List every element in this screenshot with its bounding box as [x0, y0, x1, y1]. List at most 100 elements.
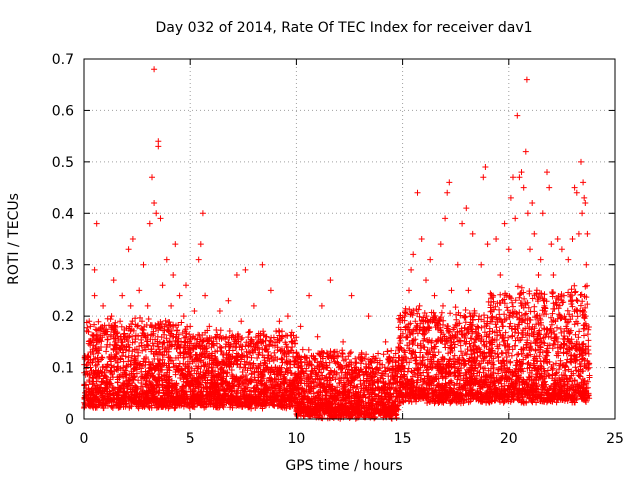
data-point	[109, 324, 116, 331]
data-point	[86, 402, 93, 409]
data-point	[122, 353, 129, 360]
data-point	[260, 398, 267, 405]
data-point	[112, 319, 119, 326]
data-point	[130, 370, 137, 377]
data-point	[224, 379, 230, 386]
data-point	[254, 339, 261, 346]
data-point	[279, 328, 285, 335]
data-point	[161, 372, 168, 379]
data-point	[112, 343, 119, 349]
data-point	[276, 386, 283, 392]
data-point	[151, 356, 158, 362]
data-point	[139, 326, 146, 333]
data-point	[250, 349, 256, 356]
data-point	[259, 346, 266, 353]
data-point	[266, 343, 272, 350]
data-point	[147, 364, 154, 371]
data-point	[220, 367, 227, 374]
data-point	[220, 380, 227, 387]
data-point	[257, 336, 264, 343]
data-point	[150, 342, 157, 349]
data-point	[249, 338, 255, 345]
data-point	[205, 365, 212, 371]
data-point	[193, 370, 200, 377]
data-point	[221, 390, 228, 397]
data-point	[271, 368, 278, 375]
data-point	[198, 381, 205, 388]
data-point	[339, 347, 346, 354]
data-point	[299, 346, 306, 353]
data-point	[271, 376, 278, 383]
data-point	[173, 380, 180, 387]
data-point	[248, 377, 255, 384]
data-point	[84, 371, 91, 378]
data-point	[91, 394, 98, 401]
data-point	[233, 389, 240, 396]
data-point	[88, 367, 95, 374]
data-point	[206, 360, 213, 367]
data-point	[114, 376, 121, 383]
data-point	[161, 399, 167, 406]
data-point	[438, 309, 445, 316]
data-point	[138, 325, 145, 332]
data-point	[139, 347, 146, 354]
data-point	[193, 363, 199, 370]
data-point	[241, 376, 248, 383]
data-point	[89, 380, 96, 387]
data-point	[245, 329, 252, 336]
data-point	[122, 347, 129, 353]
data-point	[130, 327, 137, 334]
data-point	[279, 356, 286, 363]
data-point	[260, 375, 267, 382]
data-point	[175, 335, 182, 342]
data-point	[284, 360, 291, 367]
data-point	[159, 399, 166, 406]
data-point	[112, 339, 118, 345]
data-point	[205, 337, 212, 343]
data-point	[103, 348, 110, 355]
data-point	[290, 384, 297, 391]
data-point	[153, 404, 160, 411]
data-point	[258, 380, 264, 387]
data-point	[148, 398, 154, 405]
data-point	[280, 371, 287, 378]
data-point	[229, 332, 236, 339]
data-point	[136, 403, 142, 410]
data-point	[119, 339, 126, 346]
data-point	[97, 384, 104, 391]
data-point	[274, 347, 281, 353]
data-point	[208, 376, 215, 383]
data-point	[172, 342, 178, 349]
data-point	[192, 391, 199, 398]
data-point	[133, 346, 140, 353]
data-point	[234, 377, 241, 384]
data-point	[263, 379, 270, 386]
data-point	[94, 375, 101, 381]
data-point	[96, 399, 103, 406]
data-point	[163, 362, 170, 369]
data-point	[284, 366, 291, 373]
data-point	[190, 342, 197, 349]
data-point	[124, 363, 130, 370]
data-point	[181, 339, 188, 346]
data-point	[289, 402, 296, 409]
data-point	[139, 389, 146, 396]
data-point	[161, 352, 167, 359]
data-point	[86, 378, 93, 385]
data-point	[388, 347, 395, 354]
data-point	[204, 391, 211, 398]
data-point	[239, 353, 246, 359]
data-point	[129, 333, 136, 340]
data-point	[213, 362, 220, 369]
data-point	[110, 346, 117, 353]
data-point	[145, 358, 152, 365]
data-point	[194, 336, 201, 343]
data-point	[170, 360, 177, 367]
data-point	[225, 339, 232, 346]
data-point	[101, 372, 108, 379]
data-point	[148, 346, 155, 353]
data-point	[134, 385, 141, 392]
data-point	[202, 329, 209, 336]
data-point	[410, 337, 417, 344]
data-point	[277, 369, 284, 375]
